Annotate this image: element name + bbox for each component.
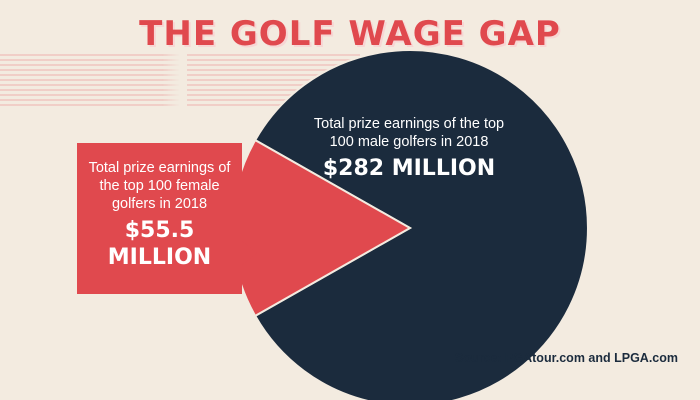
source-note: Source: PGAtour.com and LPGA.com (455, 351, 678, 365)
female-value: $55.5 MILLION (107, 218, 212, 270)
chart-title: THE GOLF WAGE GAP (139, 14, 561, 54)
male-callout: Total prize earnings of the top 100 male… (304, 115, 514, 182)
female-label: Total prize earnings of the top 100 fema… (88, 160, 231, 212)
male-label: Total prize earnings of the top 100 male… (313, 116, 505, 150)
female-callout: Total prize earnings of the top 100 fema… (77, 143, 257, 294)
male-value: $282 MILLION (322, 156, 496, 181)
